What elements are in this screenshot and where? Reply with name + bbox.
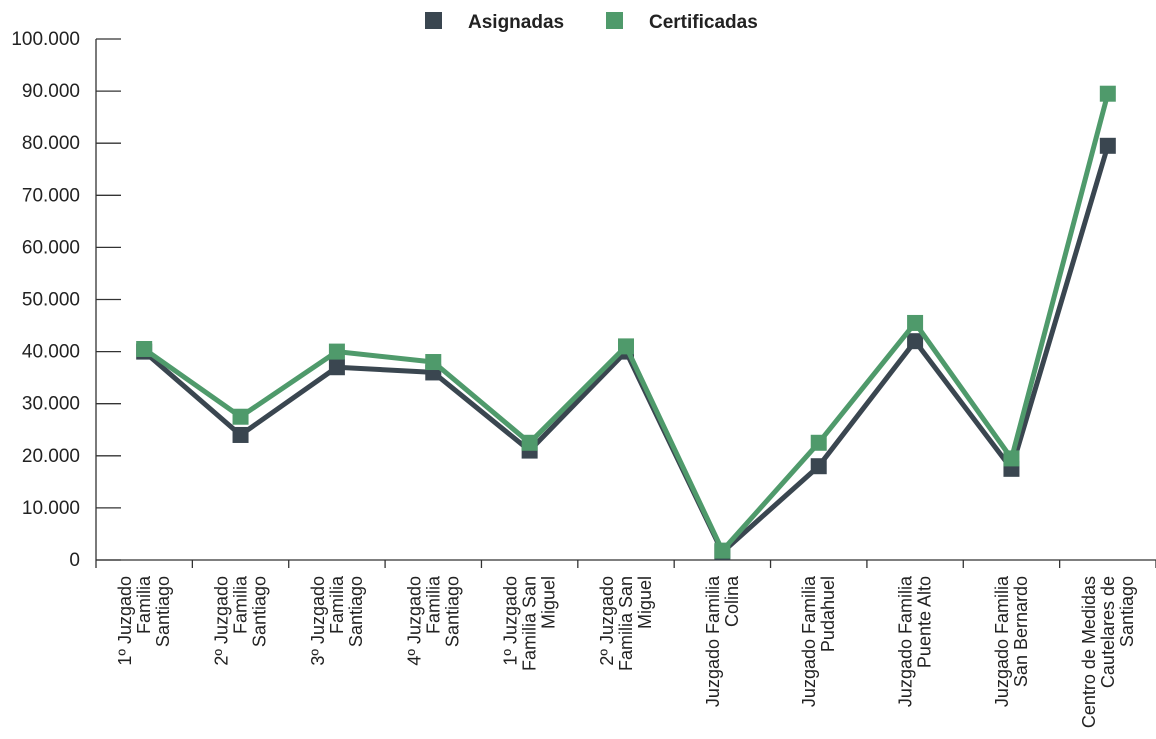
data-point <box>425 354 442 371</box>
x-tick-label-line: 4º Juzgado <box>404 576 424 666</box>
legend-marker-certificadas <box>606 12 623 29</box>
x-tick-label-line: 2º Juzgado <box>212 576 232 666</box>
x-tick-label: 2º JuzgadoFamiliaSantiago <box>212 575 270 666</box>
x-tick-label: 1º JuzgadoFamiliaSantiago <box>115 575 173 666</box>
x-tick-label-line: Juzgado Familia <box>992 575 1012 707</box>
x-tick-label-line: Familia San <box>520 576 540 671</box>
data-point <box>1099 85 1116 102</box>
data-point <box>714 542 731 559</box>
x-tick-label-line: Familia <box>231 575 251 634</box>
x-tick-label-line: Miguel <box>635 576 655 629</box>
y-tick-label: 70.000 <box>22 185 80 206</box>
x-tick-label-line: Miguel <box>539 576 559 629</box>
y-tick-label: 100.000 <box>11 29 80 50</box>
x-tick-label-line: Familia <box>134 575 154 634</box>
x-tick-label-line: San Bernardo <box>1011 576 1031 687</box>
x-tick-label: Juzgado FamiliaPudahuel <box>799 575 838 707</box>
x-tick-label-line: Juzgado Familia <box>896 575 916 707</box>
x-tick-label-line: Juzgado Familia <box>799 575 819 707</box>
x-tick-label-line: Pudahuel <box>818 576 838 652</box>
y-tick-label: 30.000 <box>22 394 80 415</box>
y-tick-label: 0 <box>69 550 80 571</box>
x-tick-label: Juzgado FamiliaPuente Alto <box>896 575 935 707</box>
legend-label-asignadas: Asignadas <box>468 12 564 33</box>
data-point <box>618 338 634 355</box>
data-point <box>136 340 153 357</box>
x-tick-label-line: Santiago <box>346 576 366 647</box>
y-tick-label: 10.000 <box>22 498 80 519</box>
y-tick-label: 50.000 <box>22 290 80 311</box>
data-point <box>232 408 249 425</box>
x-tick-label-line: Santiago <box>442 576 462 647</box>
data-point <box>232 426 249 443</box>
data-point <box>1099 137 1116 154</box>
legend: Asignadas Certificadas <box>425 12 758 33</box>
x-tick-label-line: Cautelares de <box>1098 576 1118 688</box>
data-point <box>328 359 345 376</box>
x-tick-label-line: Familia <box>423 575 443 634</box>
x-axis: 1º JuzgadoFamiliaSantiago 2º JuzgadoFamil… <box>95 559 1156 728</box>
x-tick-label-line: Santiago <box>153 576 173 647</box>
x-tick-label-line: Santiago <box>1117 576 1137 647</box>
series-line <box>142 93 1111 554</box>
x-tick-label-line: 3º Juzgado <box>308 576 328 666</box>
x-tick-label: 3º JuzgadoFamiliaSantiago <box>308 575 366 666</box>
x-tick-label: Centro de MedidasCautelares deSantiago <box>1079 576 1137 728</box>
x-tick-label-line: Puente Alto <box>915 576 935 668</box>
data-point <box>810 458 827 475</box>
data-point <box>328 343 345 360</box>
y-tick-label: 60.000 <box>22 237 80 258</box>
data-point <box>810 434 827 451</box>
x-tick-label-line: 1º Juzgado <box>501 576 521 666</box>
series-layer <box>136 85 1116 561</box>
legend-label-certificadas: Certificadas <box>649 12 758 33</box>
x-tick-label-line: Juzgado Familia <box>703 575 723 707</box>
series-certificadas <box>136 85 1116 559</box>
x-tick-label-line: Familia <box>327 575 347 634</box>
x-tick-label-line: Centro de Medidas <box>1079 576 1099 728</box>
y-tick-label: 90.000 <box>22 81 80 102</box>
x-tick-label: 1º JuzgadoFamilia SanMiguel <box>501 576 559 671</box>
x-tick-label: 2º JuzgadoFamilia SanMiguel <box>597 576 655 671</box>
data-point <box>907 314 924 331</box>
legend-marker-asignadas <box>425 12 442 29</box>
x-tick-label: Juzgado FamiliaSan Bernardo <box>992 575 1031 707</box>
data-point <box>1003 450 1020 467</box>
x-tick-label-line: 2º Juzgado <box>597 576 617 666</box>
x-tick-label-line: Santiago <box>250 576 270 647</box>
x-tick-label: 4º JuzgadoFamiliaSantiago <box>404 575 462 666</box>
x-tick-label-line: Colina <box>722 575 742 627</box>
data-point <box>907 333 924 350</box>
y-axis: 0 10.000 20.000 30.000 40.000 50.000 60.000 70.… <box>11 29 121 571</box>
y-tick-label: 80.000 <box>22 133 80 154</box>
x-tick-label-line: Familia San <box>616 576 636 671</box>
x-tick-label: Juzgado FamiliaColina <box>703 575 742 707</box>
x-tick-label-line: 1º Juzgado <box>115 576 135 666</box>
y-tick-label: 20.000 <box>22 446 80 467</box>
data-point <box>521 434 538 451</box>
y-tick-label: 40.000 <box>22 342 80 363</box>
